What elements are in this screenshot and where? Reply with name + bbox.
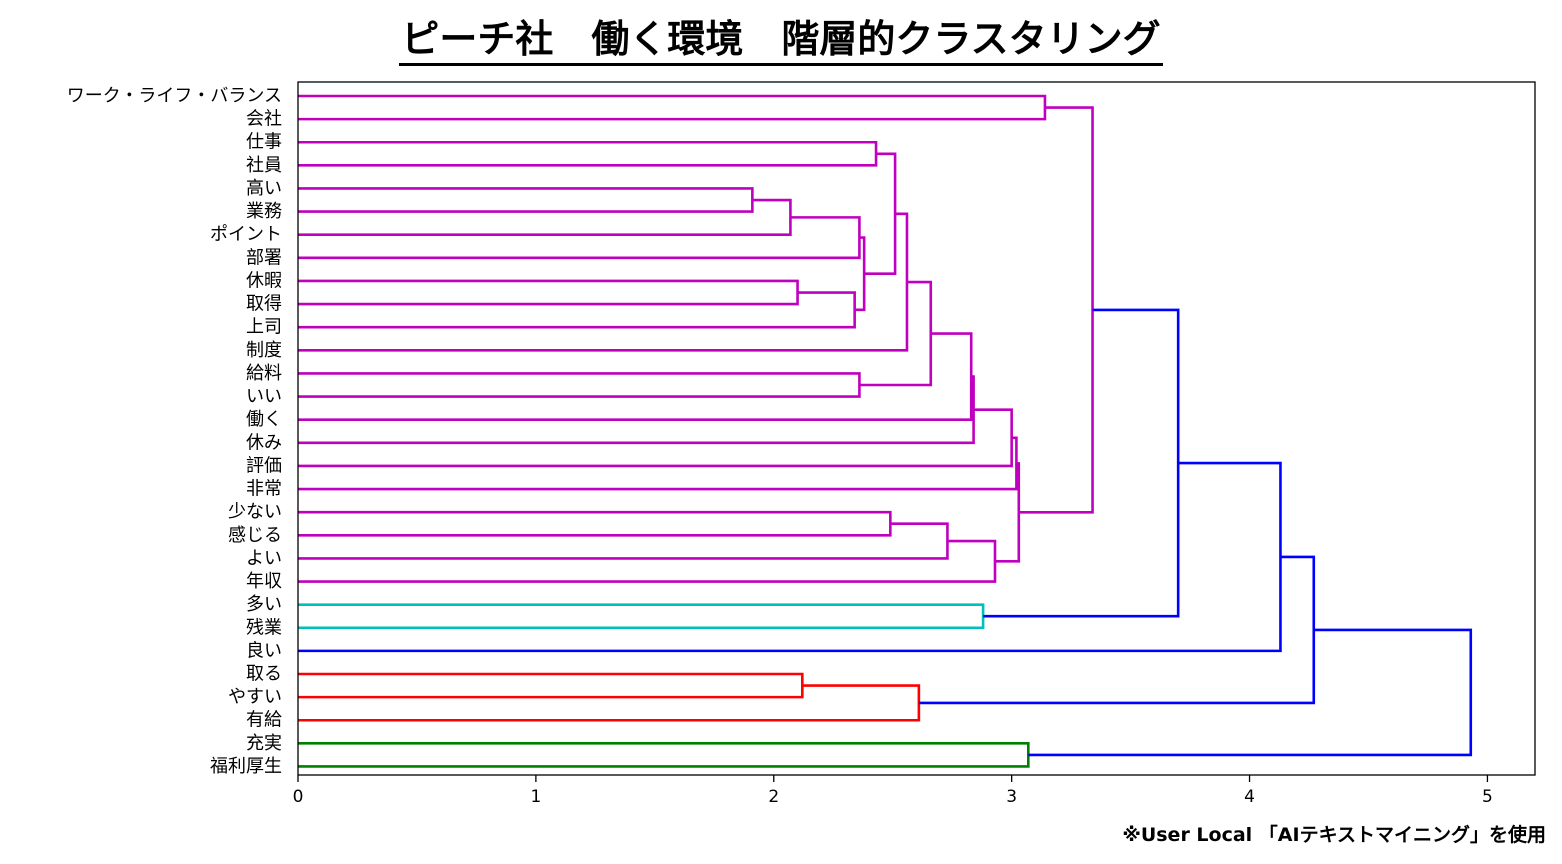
leaf-label: ポイント xyxy=(210,224,282,245)
leaf-label: 多い xyxy=(246,594,282,615)
dendrogram-link xyxy=(298,461,1282,653)
x-tick-label: 2 xyxy=(768,787,779,807)
leaf-label: 働く xyxy=(246,409,282,430)
chart-title: ピーチ社 働く環境 階層的クラスタリング xyxy=(0,8,1562,66)
leaf-label: 業務 xyxy=(246,201,282,222)
leaf-label: 良い xyxy=(246,640,282,661)
leaf-label: 残業 xyxy=(246,617,282,638)
dendrogram-link xyxy=(298,187,754,213)
dendrogram-link xyxy=(983,308,1180,618)
credit-note: ※User Local 「AIテキストマイニング」を使用 xyxy=(1122,824,1546,846)
leaf-label: 少ない xyxy=(228,502,282,523)
leaf-label: 休み xyxy=(246,432,282,453)
x-tick-label: 4 xyxy=(1244,787,1255,807)
leaf-label: 評価 xyxy=(246,455,282,476)
leaf-label: 上司 xyxy=(246,317,282,338)
leaf-label: 給料 xyxy=(246,363,282,384)
leaf-label: 取得 xyxy=(246,294,282,315)
dendrogram-link xyxy=(995,462,1021,563)
dendrogram-link xyxy=(298,140,878,167)
leaf-label: やすい xyxy=(228,687,282,708)
dendrogram-link xyxy=(298,408,1013,468)
dendrogram-link xyxy=(298,522,949,560)
leaf-label: ワーク・ライフ・バランス xyxy=(67,86,282,107)
leaf-label: いい xyxy=(246,386,282,407)
dendrogram-link xyxy=(298,436,1018,491)
leaf-label: 休暇 xyxy=(246,270,282,291)
leaf-label: 仕事 xyxy=(246,132,282,153)
dendrogram-link xyxy=(298,672,804,699)
dendrogram-link xyxy=(864,152,897,276)
leaf-label: 高い xyxy=(246,178,282,199)
dendrogram-link xyxy=(1028,628,1473,757)
leaf-label: よい xyxy=(246,548,282,569)
dendrogram-link xyxy=(859,280,933,387)
dendrogram-link xyxy=(918,555,1316,705)
dendrogram-link xyxy=(298,603,985,630)
dendrogram-link xyxy=(298,332,973,421)
leaf-label: 制度 xyxy=(246,340,282,361)
x-tick-label: 3 xyxy=(1006,787,1017,807)
leaf-label: 取る xyxy=(246,664,282,685)
leaf-label: 社員 xyxy=(246,155,282,176)
leaf-label: 年収 xyxy=(246,571,282,592)
dendrogram-link xyxy=(854,236,866,312)
x-tick-label: 1 xyxy=(530,787,541,807)
leaf-label: 会社 xyxy=(246,109,282,130)
dendrogram-link xyxy=(298,684,921,722)
leaf-label: 非常 xyxy=(246,479,282,500)
dendrogram-link xyxy=(298,742,1030,768)
chart-title-text: ピーチ社 働く環境 階層的クラスタリング xyxy=(399,17,1163,66)
dendrogram-link xyxy=(298,291,856,329)
leaf-label: 部署 xyxy=(246,247,282,268)
leaf-label: 福利厚生 xyxy=(210,756,282,777)
dendrogram-link xyxy=(298,372,861,398)
leaf-label: 有給 xyxy=(246,710,282,731)
plot-frame xyxy=(297,81,1536,776)
dendrogram-link xyxy=(298,94,1047,121)
leaf-label: 充実 xyxy=(246,733,282,754)
leaf-label: 感じる xyxy=(228,525,282,546)
dendrogram-link xyxy=(298,279,799,306)
dendrogram-link xyxy=(298,510,892,537)
x-tick-label: 0 xyxy=(293,787,304,807)
dendrogram-link xyxy=(298,216,861,260)
x-tick-label: 5 xyxy=(1482,787,1493,807)
dendrogram-link xyxy=(1018,106,1094,514)
dendrogram-link xyxy=(298,539,997,583)
dendrogram-link xyxy=(298,375,975,445)
dendrogram-link xyxy=(298,198,792,237)
